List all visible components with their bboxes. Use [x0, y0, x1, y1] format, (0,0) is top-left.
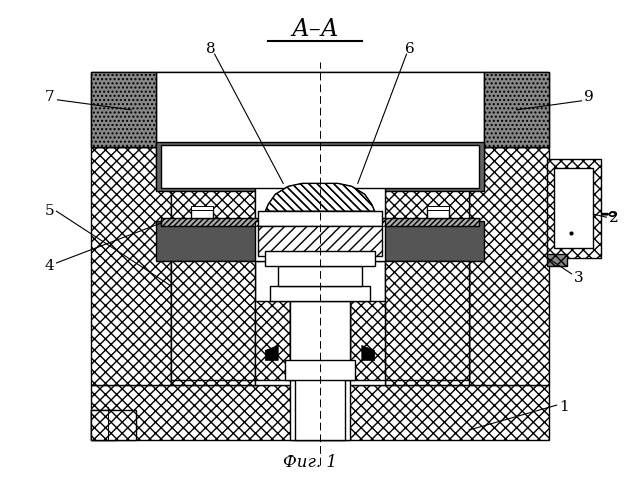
Bar: [259, 226, 381, 256]
Bar: [547, 159, 602, 258]
Bar: [255, 157, 385, 385]
Bar: [290, 301, 350, 380]
Bar: [255, 221, 385, 261]
Bar: [92, 147, 171, 385]
Bar: [92, 410, 136, 440]
Bar: [385, 261, 469, 380]
Bar: [161, 218, 479, 226]
Bar: [278, 266, 362, 286]
Bar: [92, 72, 548, 147]
Bar: [547, 254, 566, 266]
Polygon shape: [362, 345, 374, 361]
Bar: [191, 208, 212, 218]
Bar: [350, 301, 385, 380]
Polygon shape: [266, 345, 278, 361]
Polygon shape: [484, 72, 548, 147]
Text: 8: 8: [206, 42, 216, 56]
Text: 7: 7: [45, 90, 54, 104]
Bar: [295, 371, 345, 440]
Bar: [469, 147, 548, 385]
Bar: [156, 141, 484, 191]
Polygon shape: [266, 184, 374, 211]
Bar: [270, 286, 370, 301]
Bar: [428, 206, 449, 210]
Bar: [259, 226, 381, 256]
Text: Фиг. 1: Фиг. 1: [283, 454, 337, 471]
Text: 2: 2: [609, 211, 618, 225]
Text: 6: 6: [404, 42, 414, 56]
Bar: [156, 221, 484, 261]
Polygon shape: [92, 72, 156, 147]
Bar: [385, 157, 469, 385]
Bar: [290, 256, 350, 440]
Bar: [171, 157, 255, 385]
Text: 5: 5: [45, 204, 54, 218]
Bar: [171, 261, 255, 380]
Text: А–А: А–А: [291, 18, 339, 41]
Bar: [156, 72, 484, 186]
Bar: [255, 301, 290, 380]
Text: 4: 4: [45, 259, 54, 273]
Bar: [191, 206, 212, 210]
Bar: [428, 208, 449, 218]
Bar: [259, 211, 381, 226]
Bar: [92, 410, 116, 440]
Bar: [285, 361, 355, 380]
Text: 1: 1: [559, 400, 568, 414]
Bar: [554, 169, 593, 248]
Text: 9: 9: [584, 90, 593, 104]
Text: 3: 3: [573, 271, 583, 285]
Bar: [161, 144, 479, 188]
Bar: [266, 251, 374, 266]
Bar: [161, 218, 479, 226]
Ellipse shape: [609, 212, 615, 216]
Bar: [92, 385, 548, 440]
